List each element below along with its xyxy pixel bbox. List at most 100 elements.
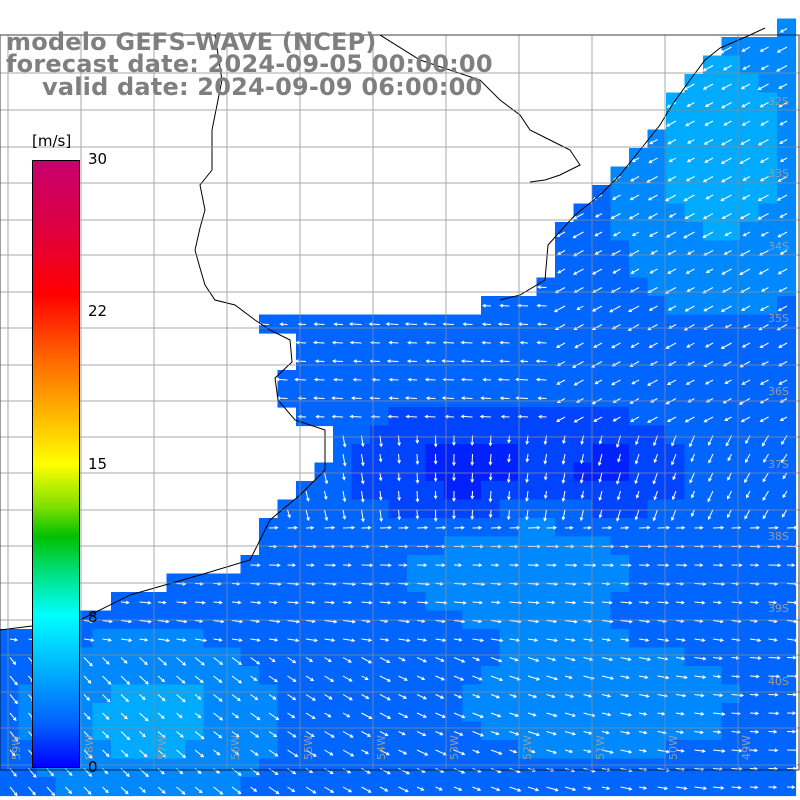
wind-speed-cell	[666, 296, 685, 315]
wind-speed-cell	[666, 185, 685, 204]
wind-speed-cell	[555, 666, 574, 685]
wind-speed-cell	[648, 722, 667, 741]
wind-speed-cell	[278, 592, 297, 611]
wind-speed-cell	[481, 759, 500, 778]
wind-speed-cell	[629, 444, 648, 463]
wind-speed-cell	[611, 278, 630, 297]
wind-speed-cell	[703, 148, 722, 167]
longitude-label: 57W	[156, 735, 169, 760]
wind-speed-cell	[500, 555, 519, 574]
wind-speed-cell	[648, 426, 667, 445]
wind-speed-cell	[703, 703, 722, 722]
wind-speed-cell	[315, 685, 334, 704]
wind-speed-cell	[278, 648, 297, 667]
wind-speed-cell	[611, 296, 630, 315]
wind-speed-cell	[666, 777, 685, 796]
wind-speed-cell	[241, 555, 260, 574]
wind-speed-cell	[685, 352, 704, 371]
wind-speed-cell	[500, 777, 519, 796]
wind-speed-cell	[703, 777, 722, 796]
wind-speed-cell	[648, 148, 667, 167]
wind-speed-cell	[296, 777, 315, 796]
latitude-label: 37S	[768, 458, 789, 471]
wind-speed-cell	[629, 296, 648, 315]
wind-speed-cell	[703, 93, 722, 112]
wind-speed-cell	[167, 629, 186, 648]
latitude-label: 39S	[768, 602, 789, 615]
wind-speed-cell	[759, 111, 778, 130]
wind-speed-cell	[537, 722, 556, 741]
wind-speed-cell	[315, 463, 334, 482]
wind-speed-cell	[759, 185, 778, 204]
wind-speed-cell	[703, 74, 722, 93]
wind-speed-cell	[315, 629, 334, 648]
wind-speed-cell	[648, 648, 667, 667]
wind-speed-cell	[685, 407, 704, 426]
wind-speed-cell	[315, 648, 334, 667]
wind-speed-cell	[666, 333, 685, 352]
wind-speed-cell	[241, 777, 260, 796]
wind-speed-cell	[759, 500, 778, 519]
wind-speed-cell	[703, 463, 722, 482]
wind-speed-cell	[592, 315, 611, 334]
wind-speed-cell	[389, 759, 408, 778]
wind-speed-cell	[574, 500, 593, 519]
wind-speed-cell	[537, 666, 556, 685]
wind-speed-cell	[296, 703, 315, 722]
wind-speed-cell	[648, 259, 667, 278]
wind-speed-cell	[685, 500, 704, 519]
wind-speed-cell	[389, 666, 408, 685]
wind-speed-cell	[777, 629, 796, 648]
wind-speed-cell	[481, 740, 500, 759]
wind-speed-cell	[315, 740, 334, 759]
wind-speed-cell	[574, 407, 593, 426]
wind-speed-cell	[278, 685, 297, 704]
wind-speed-cell	[167, 722, 186, 741]
wind-speed-cell	[759, 130, 778, 149]
wind-speed-cell	[333, 777, 352, 796]
wind-speed-cell	[666, 315, 685, 334]
wind-speed-cell	[463, 629, 482, 648]
wind-speed-cell	[666, 389, 685, 408]
wind-speed-cell	[574, 463, 593, 482]
wind-speed-cell	[426, 500, 445, 519]
wind-speed-cell	[574, 333, 593, 352]
longitude-label: 52W	[521, 735, 534, 760]
wind-speed-cell	[777, 130, 796, 149]
wind-speed-cell	[666, 629, 685, 648]
wind-speed-cell	[574, 222, 593, 241]
wind-speed-cell	[740, 259, 759, 278]
wind-speed-cell	[777, 426, 796, 445]
wind-speed-cell	[555, 740, 574, 759]
wind-speed-cell	[426, 426, 445, 445]
wind-speed-cell	[0, 685, 19, 704]
wind-speed-cell	[259, 666, 278, 685]
wind-speed-cell	[611, 740, 630, 759]
wind-speed-cell	[574, 777, 593, 796]
wind-speed-cell	[500, 666, 519, 685]
wind-speed-cell	[703, 426, 722, 445]
wind-speed-cell	[574, 370, 593, 389]
wind-speed-cell	[296, 648, 315, 667]
wind-speed-cell	[407, 463, 426, 482]
wind-speed-cell	[685, 296, 704, 315]
wind-speed-cell	[703, 759, 722, 778]
wind-speed-cell	[592, 185, 611, 204]
wind-speed-cell	[259, 703, 278, 722]
wind-speed-cell	[0, 629, 19, 648]
wind-speed-cell	[685, 148, 704, 167]
wind-speed-cell	[685, 259, 704, 278]
wind-speed-cell	[370, 777, 389, 796]
wind-speed-cell	[648, 278, 667, 297]
wind-speed-cell	[740, 130, 759, 149]
wind-speed-cell	[592, 666, 611, 685]
wind-speed-cell	[611, 370, 630, 389]
wind-speed-cell	[777, 259, 796, 278]
wind-speed-cell	[629, 481, 648, 500]
wind-speed-cell	[666, 148, 685, 167]
wind-speed-cell	[352, 629, 371, 648]
wind-speed-cell	[759, 352, 778, 371]
wind-speed-cell	[759, 759, 778, 778]
wind-speed-cell	[759, 481, 778, 500]
